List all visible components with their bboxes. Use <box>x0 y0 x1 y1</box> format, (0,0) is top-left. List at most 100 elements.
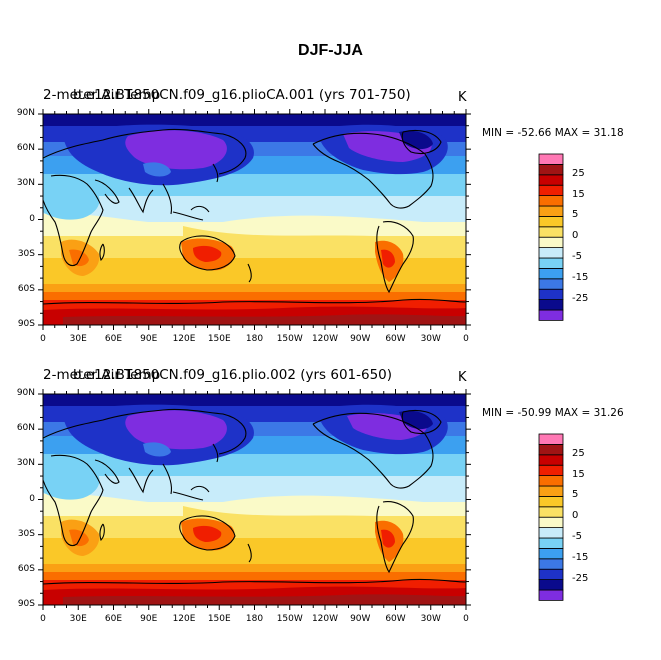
colorbar-label: -15 <box>572 271 589 283</box>
colorbar-label: -5 <box>572 251 582 262</box>
coastline-segment <box>99 523 105 542</box>
colorbar-label: 0 <box>572 510 579 522</box>
colorbar-box <box>538 443 564 456</box>
panel-2-minmax: MIN = -50.99 MAX = 31.26 <box>482 407 624 419</box>
lat-tick-label: 30S <box>17 248 35 259</box>
colorbar-box <box>538 195 564 207</box>
panel-2-title: 2-meter Air Temp b.e12.B1850CN.f09_g16.p… <box>43 367 392 383</box>
colorbar-label: -5 <box>572 531 582 542</box>
lat-tick-label: 30N <box>16 458 35 469</box>
lon-tick-label: 120W <box>311 614 339 624</box>
coastline-segment <box>312 132 434 209</box>
colorbar-box <box>538 205 564 217</box>
colorbar-box <box>538 516 564 529</box>
colorbar-label: -25 <box>572 292 589 304</box>
lat-tick-label: 0 <box>29 493 35 504</box>
colorbar-box <box>538 184 564 196</box>
colorbar-box <box>538 464 564 477</box>
panel-1-minmax: MIN = -52.66 MAX = 31.18 <box>482 127 624 139</box>
lon-tick-label: 0 <box>40 334 46 344</box>
coastline-segment <box>42 578 467 585</box>
lat-tick-label: 90N <box>16 388 35 398</box>
panel-2-case-title: b.e12.B1850CN.f09_g16.plio.002 (yrs 601-… <box>73 367 393 383</box>
lon-tick-label: 30E <box>69 334 87 344</box>
panel-2-temperature-field <box>43 394 466 605</box>
colorbar-box <box>538 433 564 445</box>
panel-2-colorbar <box>538 433 564 601</box>
panel-1-colorbar <box>538 153 564 321</box>
lon-tick-label: 0 <box>463 614 469 624</box>
lat-tick-label: 60N <box>16 423 35 434</box>
lon-tick-label: 90W <box>350 614 371 624</box>
colorbar-box <box>538 288 564 301</box>
panel-1-max-label: MAX = <box>554 127 594 139</box>
colorbar-box <box>538 236 564 248</box>
colorbar-label: 5 <box>572 489 579 501</box>
lon-tick-label: 30E <box>69 614 87 624</box>
coastline-segment <box>376 221 414 294</box>
coastline-segment <box>42 408 247 455</box>
colorbar-box <box>538 548 564 560</box>
lon-tick-label: 120W <box>311 334 339 344</box>
lon-tick-label: 60W <box>385 334 406 344</box>
lon-tick-label: 150E <box>207 614 231 624</box>
colorbar-label: 15 <box>572 188 585 200</box>
colorbar-label: 25 <box>572 447 585 459</box>
coastline-segment <box>212 163 219 183</box>
coastline-segment <box>94 179 154 214</box>
colorbar-box <box>538 299 564 311</box>
lon-tick-label: 90E <box>140 614 158 624</box>
lon-tick-label: 120E <box>172 334 196 344</box>
colorbar-box <box>538 454 564 466</box>
lon-tick-label: 90W <box>350 334 371 344</box>
colorbar-box <box>538 568 564 581</box>
colorbar-box <box>538 527 564 539</box>
coastline-segment <box>247 263 252 283</box>
lat-tick-label: 90N <box>16 108 35 118</box>
coastline-segment <box>42 174 104 267</box>
coastline-segment <box>212 443 219 463</box>
coastline-segment <box>401 129 442 155</box>
panel-2-max-label: MAX = <box>554 407 594 419</box>
lat-tick-label: 90S <box>17 319 35 329</box>
lon-tick-label: 60W <box>385 614 406 624</box>
axis-ticks <box>38 109 471 610</box>
figure-title: DJF-JJA <box>298 42 363 59</box>
lat-tick-label: 90S <box>17 599 35 609</box>
lat-tick-label: 30S <box>17 528 35 539</box>
colorbar-box <box>538 579 564 591</box>
colorbar-label: 25 <box>572 167 585 179</box>
panel-1-case-title: b.e12.B1850CN.f09_g16.plioCA.001 (yrs 70… <box>73 87 411 103</box>
colorbar-box <box>538 247 564 259</box>
colorbar-label: -15 <box>572 551 589 563</box>
colorbar-box <box>538 475 564 487</box>
colorbar-box <box>538 174 564 186</box>
coastline-segment <box>99 243 105 262</box>
lon-tick-label: 180 <box>245 614 264 624</box>
lon-tick-label: 150W <box>276 334 303 344</box>
panel-1-title: 2-meter Air Temp b.e12.B1850CN.f09_g16.p… <box>43 87 411 103</box>
lon-tick-label: 0 <box>40 614 46 624</box>
coastline-segment <box>312 412 434 489</box>
panel-1-max-value: 31.18 <box>593 127 624 139</box>
coastline-segment <box>247 543 252 563</box>
coastline-segment <box>179 235 236 271</box>
panel-1-min-label: MIN = <box>482 127 518 139</box>
colorbar-box <box>538 226 564 238</box>
lon-tick-label: 180 <box>245 334 264 344</box>
colorbar-box <box>538 537 564 549</box>
coastline-segment <box>179 515 236 551</box>
colorbar-box <box>538 309 564 321</box>
panel-1-variable-title: 2-meter Air Temp <box>43 87 161 103</box>
colorbar-box <box>538 495 564 508</box>
panel-2-units: K <box>458 370 467 385</box>
lat-tick-label: 60S <box>17 283 35 294</box>
panel-2-coastlines <box>42 408 467 585</box>
coastline-segment <box>401 409 442 435</box>
colorbar-label: -25 <box>572 572 589 584</box>
colorbar-label: 5 <box>572 209 579 221</box>
colorbar-box <box>538 506 564 518</box>
lon-tick-label: 30W <box>420 334 441 344</box>
